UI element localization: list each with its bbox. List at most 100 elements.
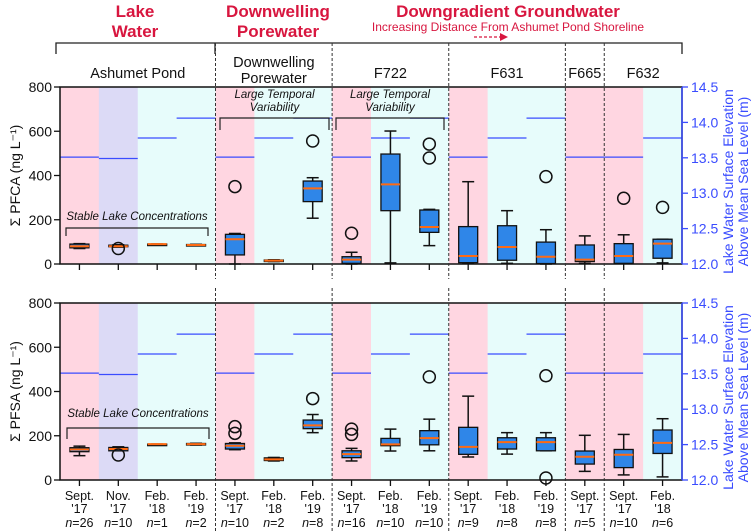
group-label: F632 [627, 66, 660, 82]
header-title: Water [112, 22, 159, 41]
x-label-n: n=16 [337, 516, 365, 530]
right-axis-label: Lake Water Surface Elevation [720, 89, 736, 274]
outlier-point [305, 391, 320, 406]
season-background [60, 87, 100, 264]
box-6 [302, 391, 323, 434]
outlier-point [305, 134, 320, 148]
right-tick-label: 12.0 [691, 472, 718, 488]
annotation-bracket [219, 117, 330, 130]
box-9 [419, 370, 440, 452]
right-tick-label: 14.5 [691, 79, 718, 95]
header-title: Downwelling [226, 2, 330, 21]
box-10 [458, 180, 479, 265]
x-label-n: n=26 [65, 516, 93, 530]
x-label-n: n=10 [376, 516, 404, 530]
x-label-year: '17 [616, 502, 632, 516]
x-label-month: Feb. [184, 489, 209, 503]
n-value: =16 [344, 516, 365, 530]
x-label-year: '18 [382, 502, 398, 516]
n-prefix: n [65, 516, 72, 530]
outlier-point [539, 169, 553, 184]
right-tick-label: 13.0 [691, 185, 718, 201]
annotation-bracket [66, 427, 210, 439]
x-label-month: Feb. [417, 489, 442, 503]
annotation-text: Large Temporal [350, 89, 431, 101]
x-label-n: n=10 [104, 516, 132, 530]
x-label-n: n=2 [185, 516, 206, 530]
x-label-month: Feb. [533, 489, 558, 503]
right-tick-label: 14.5 [691, 295, 718, 311]
x-label-month: Nov. [106, 489, 131, 503]
x-label-month: Feb. [495, 489, 520, 503]
outlier-point [655, 200, 670, 215]
x-label-year: '18 [266, 502, 282, 516]
n-prefix: n [221, 516, 228, 530]
x-label-n: n=6 [652, 516, 673, 530]
header-subtitle: Increasing Distance From Ashumet Pond Sh… [372, 20, 644, 34]
n-prefix: n [652, 516, 659, 530]
y-tick-label: 400 [29, 168, 53, 184]
box-1 [108, 446, 129, 462]
box-13 [574, 434, 595, 473]
x-label-year: '17 [577, 502, 593, 516]
season-background [176, 303, 216, 480]
header-title: Downgradient Groundwater [396, 2, 620, 21]
x-label-n: n=10 [221, 516, 249, 530]
box-5 [263, 456, 284, 462]
x-label-year: '17 [343, 502, 359, 516]
outlier-point [539, 369, 553, 383]
outlier-point [422, 137, 437, 151]
x-label-n: n=8 [302, 516, 323, 530]
x-label-n: n=8 [535, 516, 556, 530]
box-3 [185, 243, 207, 247]
annotation-text: Variability [365, 102, 416, 114]
n-prefix: n [302, 516, 309, 530]
n-prefix: n [574, 516, 581, 530]
box-7 [341, 422, 362, 462]
y-tick-label: 0 [44, 472, 52, 488]
y-tick-label: 0 [44, 256, 52, 272]
n-value: =2 [270, 516, 284, 530]
season-background [254, 303, 294, 480]
n-prefix: n [458, 516, 465, 530]
x-label-month: Feb. [261, 489, 286, 503]
season-background [98, 87, 139, 264]
n-prefix: n [415, 516, 422, 530]
n-value: =2 [192, 516, 206, 530]
season-background [643, 87, 683, 264]
n-prefix: n [104, 516, 111, 530]
right-tick-label: 13.5 [691, 366, 718, 382]
outlier-point [344, 422, 359, 436]
season-background [176, 87, 216, 264]
box-iqr [535, 241, 557, 265]
n-value: =5 [581, 516, 595, 530]
x-label-year: '17 [460, 502, 476, 516]
n-prefix: n [147, 516, 154, 530]
group-label: Downwelling [233, 55, 314, 71]
x-label-n: n=8 [496, 516, 517, 530]
box-iqr [496, 437, 518, 450]
right-tick-label: 14.0 [691, 330, 718, 346]
y-tick-label: 200 [29, 428, 53, 444]
y-tick-label: 800 [29, 295, 53, 311]
box-14 [613, 191, 634, 265]
box-6 [302, 134, 323, 219]
season-background [137, 303, 178, 480]
right-tick-label: 12.5 [691, 437, 718, 453]
n-prefix: n [496, 516, 503, 530]
box-7 [341, 226, 362, 265]
right-axis-label: Above Mean Sea Level (m) [735, 313, 751, 483]
box-iqr [613, 448, 634, 469]
box-3 [185, 442, 207, 446]
x-label-month: Sept. [454, 489, 483, 503]
y-axis-label: Σ PFCA (ng L⁻¹) [7, 125, 23, 227]
x-label-month: Sept. [65, 489, 94, 503]
season-background [254, 87, 294, 264]
n-value: =8 [503, 516, 517, 530]
x-label-year: '19 [538, 502, 554, 516]
x-label-month: Feb. [650, 489, 675, 503]
annotation-bracket [335, 117, 445, 130]
x-label-year: '18 [499, 502, 515, 516]
right-tick-label: 14.0 [691, 114, 718, 130]
